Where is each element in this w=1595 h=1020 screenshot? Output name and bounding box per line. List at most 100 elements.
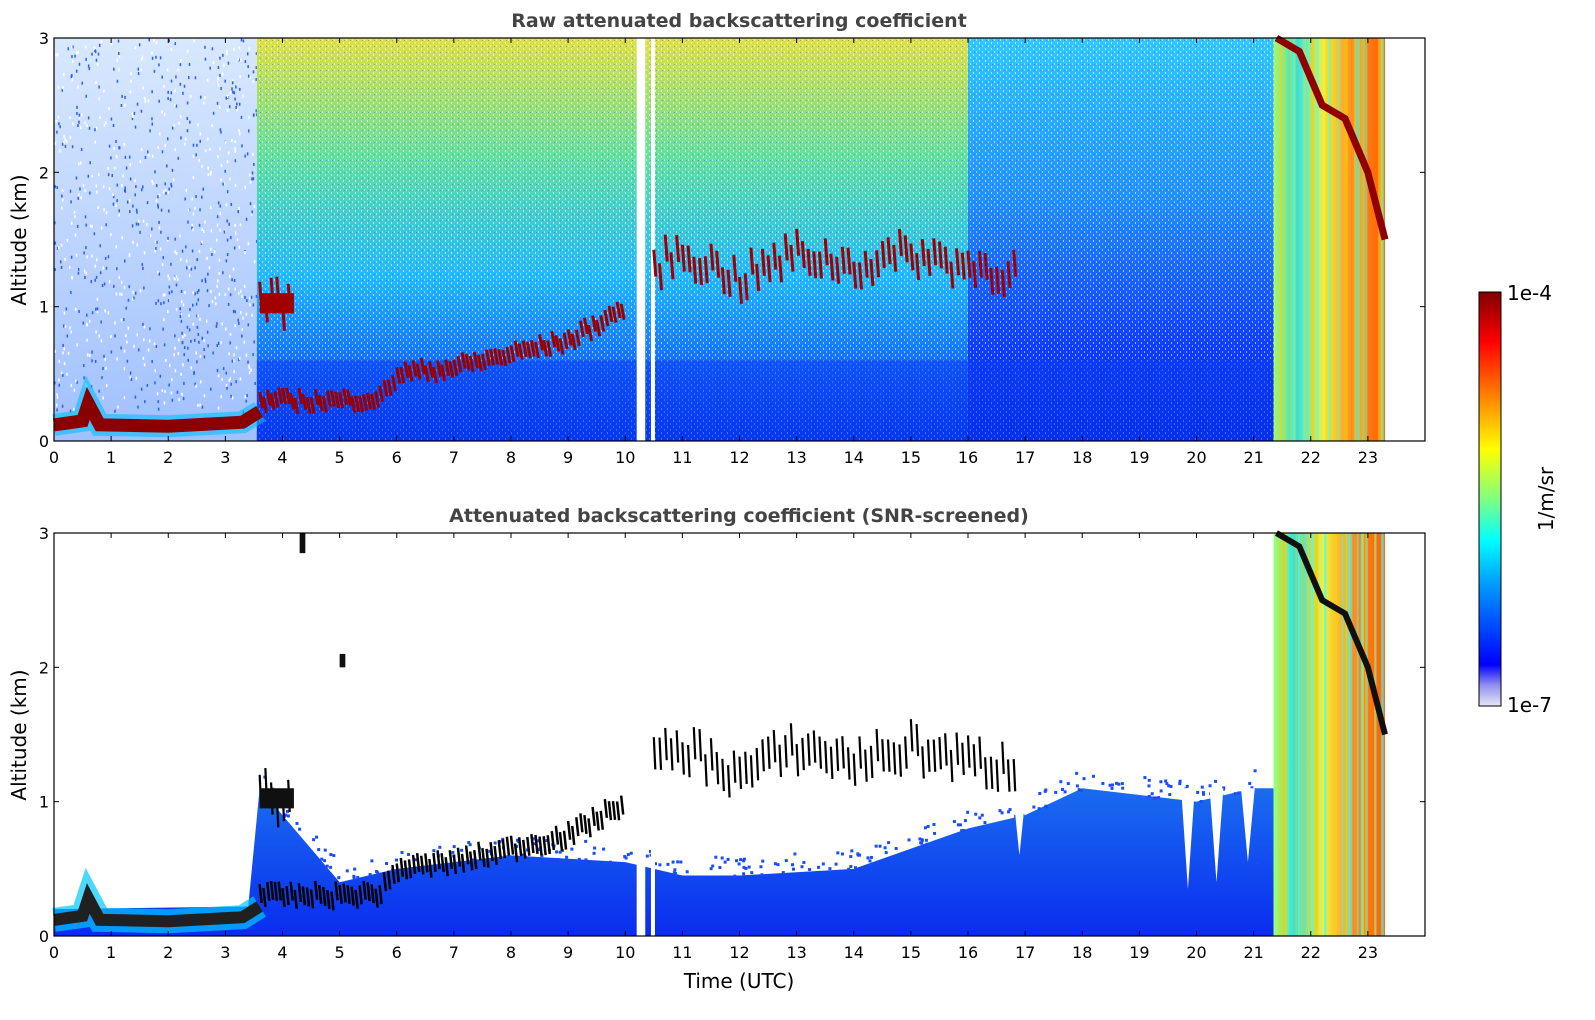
noise-speck (234, 140, 236, 144)
noise-speck (221, 322, 223, 326)
noise-speck (224, 169, 226, 173)
edge-pixel (545, 838, 549, 842)
edge-pixel (352, 876, 356, 880)
aerosol-streak (354, 395, 361, 413)
noise-speck (71, 74, 73, 78)
noise-speck (124, 259, 126, 263)
noise-speck (252, 353, 254, 357)
noise-speck (59, 260, 62, 264)
noise-speck (87, 174, 90, 178)
noise-speck (183, 381, 185, 385)
edge-pixel (956, 823, 960, 827)
colorbar: 1e-4 1e-7 1/m/sr (1478, 281, 1558, 717)
aerosol-streak (427, 360, 434, 378)
edge-pixel (791, 863, 795, 867)
noise-speck (163, 301, 165, 305)
noise-speck (245, 353, 248, 357)
noise-speck (204, 277, 207, 281)
noise-speck (186, 101, 189, 105)
noise-speck (54, 221, 56, 225)
edge-pixel (850, 849, 854, 853)
aerosol-streak (350, 886, 355, 906)
noise-speck (182, 91, 184, 95)
aerosol-streak (562, 830, 568, 850)
noise-speck (235, 106, 237, 110)
edge-pixel (1044, 788, 1048, 792)
cloud-streak (784, 735, 788, 768)
noise-speck (167, 90, 169, 94)
aerosol-streak (419, 357, 426, 375)
noise-speck (61, 194, 63, 198)
noise-speck (54, 185, 56, 189)
noise-speck (196, 143, 198, 147)
noise-speck (244, 295, 246, 299)
noise-speck (137, 72, 140, 76)
noise-speck (238, 46, 241, 50)
precip-streak (1313, 533, 1316, 936)
noise-speck (151, 56, 154, 60)
precip-streak (1324, 533, 1327, 936)
aerosol-streak (534, 341, 540, 359)
noise-speck (110, 156, 112, 160)
noise-speck (249, 75, 251, 79)
edge-pixel (1250, 786, 1254, 790)
noise-speck (223, 182, 225, 186)
cloud-streak (909, 719, 914, 752)
noise-speck (114, 321, 116, 325)
edge-pixel (761, 859, 765, 863)
colorbar-gradient (1478, 291, 1502, 707)
precip-streak (1341, 533, 1344, 936)
noise-speck (171, 398, 174, 402)
aerosol-streak (399, 857, 405, 877)
noise-speck (158, 220, 160, 224)
noise-speck (226, 219, 228, 223)
aerosol-streak (386, 870, 392, 890)
noise-speck (104, 256, 107, 260)
noise-speck (174, 275, 177, 279)
boundary-layer (53, 386, 264, 433)
noise-speck (228, 105, 231, 109)
noise-speck (164, 188, 167, 192)
noise-speck (186, 325, 189, 329)
cloud-streak (984, 757, 988, 790)
edge-pixel (918, 837, 922, 841)
edge-pixel (1178, 779, 1182, 783)
noise-speck (231, 396, 234, 400)
aerosol-streak (390, 374, 397, 392)
noise-speck (74, 54, 76, 58)
cloud-streak (658, 263, 664, 291)
noise-speck (234, 97, 236, 101)
aerosol-streak (281, 888, 286, 908)
cloud-streak (898, 744, 903, 777)
noise-speck (231, 359, 234, 363)
noise-speck (134, 46, 137, 50)
noise-speck (170, 184, 173, 188)
noise-speck (95, 81, 97, 85)
noise-speck (81, 81, 83, 85)
aerosol-streak (395, 863, 400, 883)
x-tick-label: 8 (506, 943, 516, 962)
noise-speck (187, 208, 190, 212)
noise-speck (73, 210, 76, 214)
noise-speck (74, 215, 76, 219)
edge-pixel (709, 867, 713, 871)
noise-speck (94, 278, 96, 282)
noise-speck (118, 213, 120, 217)
noise-speck (171, 168, 174, 172)
noise-speck (112, 123, 115, 127)
noise-speck (132, 114, 134, 118)
noise-speck (134, 193, 136, 197)
cloud-streak (800, 240, 806, 269)
edge-pixel (493, 841, 497, 845)
noise-speck (241, 294, 243, 298)
noise-speck (129, 90, 132, 94)
noise-speck (98, 85, 100, 89)
noise-speck (78, 120, 80, 124)
noise-speck (196, 290, 199, 294)
noise-speck (125, 306, 128, 310)
noise-speck (140, 387, 143, 391)
noise-speck (184, 142, 186, 146)
noise-speck (205, 319, 208, 323)
noise-speck (181, 335, 184, 339)
